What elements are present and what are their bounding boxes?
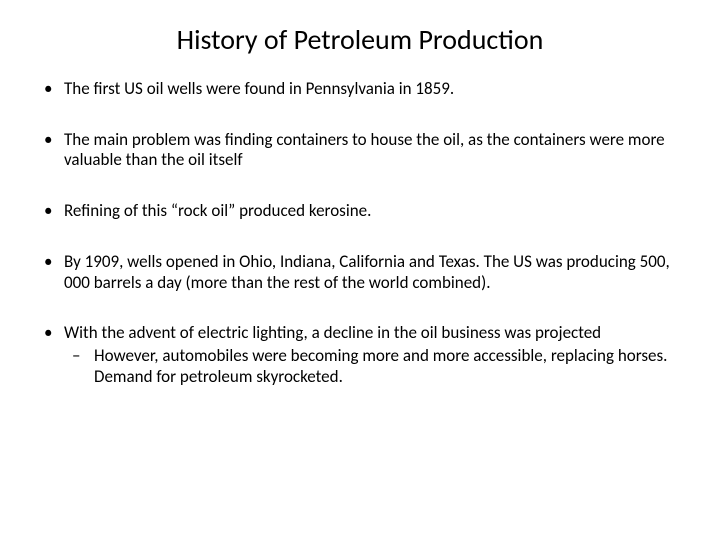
bullet-item: The first US oil wells were found in Pen…	[64, 79, 684, 100]
sub-bullet-list: However, automobiles were becoming more …	[64, 346, 684, 387]
bullet-list: The first US oil wells were found in Pen…	[36, 79, 684, 388]
bullet-item: By 1909, wells opened in Ohio, Indiana, …	[64, 252, 684, 293]
bullet-text: By 1909, wells opened in Ohio, Indiana, …	[64, 251, 670, 293]
slide-title: History of Petroleum Production	[36, 22, 684, 57]
bullet-text: With the advent of electric lighting, a …	[64, 322, 601, 343]
sub-bullet-item: However, automobiles were becoming more …	[94, 346, 684, 387]
bullet-item: With the advent of electric lighting, a …	[64, 323, 684, 387]
bullet-text: The main problem was finding containers …	[64, 129, 665, 171]
bullet-item: Refining of this “rock oil” produced ker…	[64, 201, 684, 222]
bullet-text: The first US oil wells were found in Pen…	[64, 78, 454, 99]
sub-bullet-text: However, automobiles were becoming more …	[94, 345, 667, 387]
bullet-text: Refining of this “rock oil” produced ker…	[64, 200, 371, 221]
bullet-item: The main problem was finding containers …	[64, 130, 684, 171]
slide: History of Petroleum Production The firs…	[0, 0, 720, 540]
